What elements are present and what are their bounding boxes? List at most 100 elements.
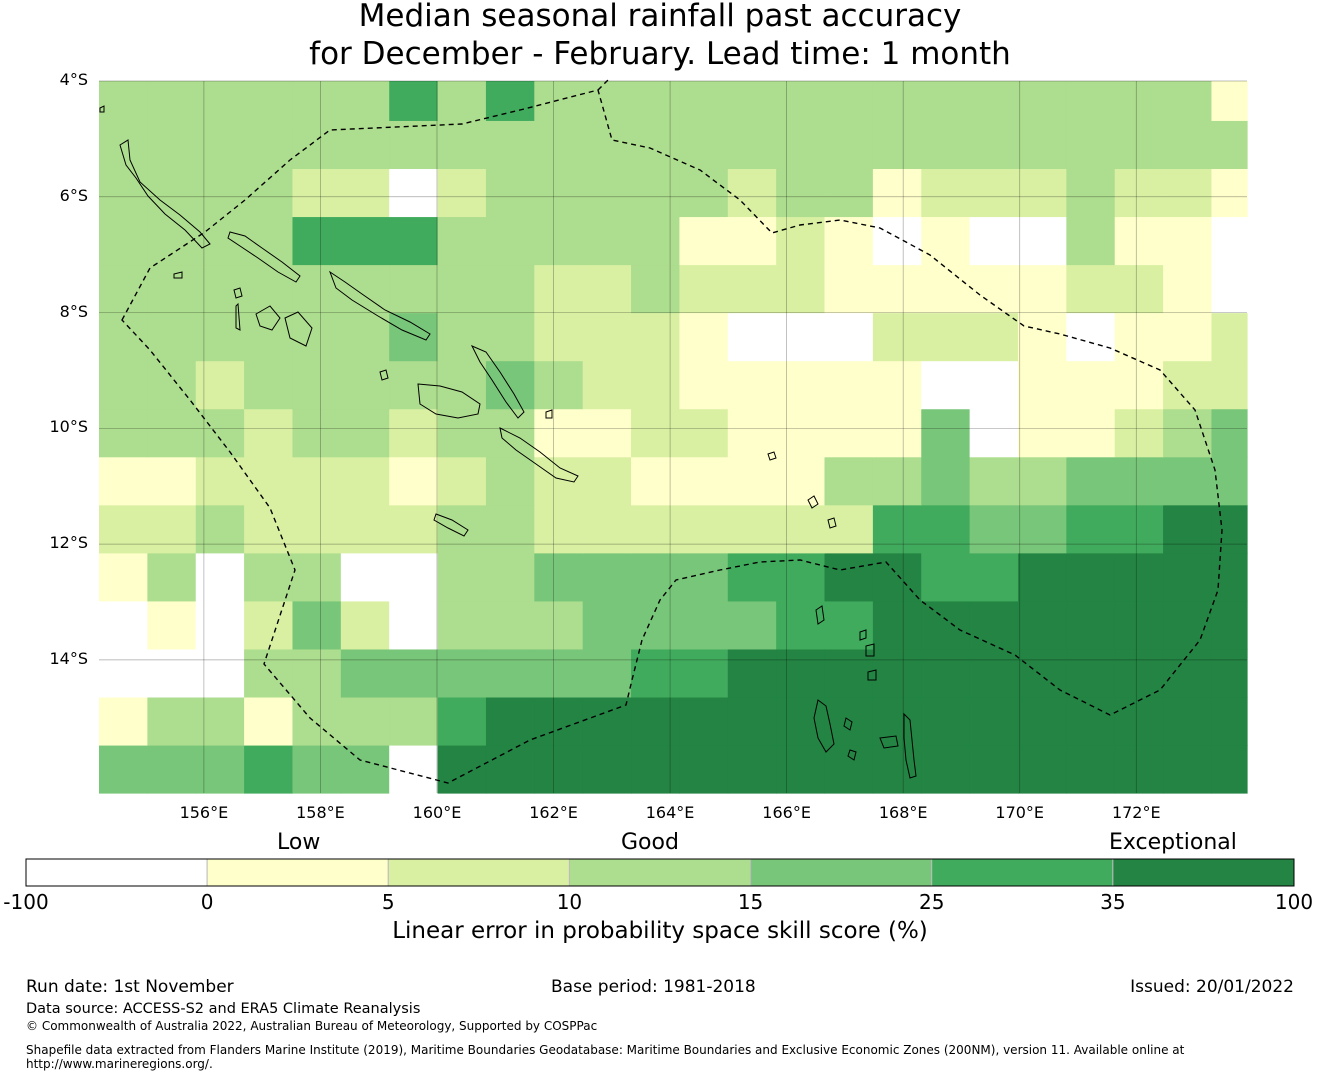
skill-cell (99, 744, 148, 794)
skill-cell (776, 648, 826, 698)
vanuatu-central-islands (843, 712, 917, 779)
skill-cell (389, 552, 439, 602)
category-label-exceptional: Exceptional (1109, 830, 1237, 855)
skill-cell (147, 216, 197, 266)
colorbar-segment (387, 858, 570, 887)
skill-cell (534, 744, 584, 794)
skill-cell (99, 504, 148, 554)
skill-cell (147, 264, 197, 314)
skill-cell (99, 552, 148, 602)
skill-cell (340, 264, 390, 314)
skill-cell (340, 744, 390, 794)
skill-cell (99, 120, 148, 170)
skill-cell (99, 360, 148, 410)
skill-cell (1163, 552, 1213, 602)
skill-cell (195, 456, 245, 506)
colorbar-segment (568, 858, 752, 887)
skill-cell (679, 696, 729, 746)
skill-cell (727, 264, 777, 314)
skill-cell (872, 360, 922, 410)
skill-cell (679, 648, 729, 698)
skill-cell (389, 648, 439, 698)
skill-cell (776, 312, 826, 362)
skill-cell (1066, 168, 1116, 218)
skill-cell (631, 408, 681, 458)
longitude-label: 162°E (529, 803, 578, 822)
skill-cell (679, 120, 729, 170)
rennell-island (433, 513, 469, 537)
skill-cell (1114, 264, 1164, 314)
skill-cell (582, 696, 632, 746)
skill-cell (776, 120, 826, 170)
skill-cell (340, 81, 390, 121)
skill-cell (534, 600, 584, 650)
skill-cell (147, 648, 197, 698)
skill-cell (1114, 216, 1164, 266)
skill-cell (727, 744, 777, 794)
skill-cell (292, 216, 342, 266)
skill-cell (437, 312, 487, 362)
skill-cell (631, 120, 681, 170)
skill-cell (1017, 696, 1067, 746)
skill-cell (534, 696, 584, 746)
skill-cell (244, 696, 294, 746)
skill-cell (1163, 264, 1213, 314)
skill-cell (534, 504, 584, 554)
skill-cell (679, 408, 729, 458)
skill-cell (437, 216, 487, 266)
skill-cell (872, 312, 922, 362)
new-georgia-island (255, 305, 313, 347)
skill-cell (921, 648, 971, 698)
skill-cell (872, 168, 922, 218)
skill-cell (1017, 552, 1067, 602)
skill-cell (534, 648, 584, 698)
makira-island (499, 427, 579, 483)
skill-cell (727, 648, 777, 698)
skill-cell (99, 81, 148, 121)
skill-cell (195, 81, 245, 121)
skill-cell (1163, 648, 1213, 698)
skill-cell (1211, 648, 1248, 698)
skill-cell (389, 120, 439, 170)
skill-cell (1114, 744, 1164, 794)
skill-cell (727, 552, 777, 602)
skill-cell (1211, 600, 1248, 650)
colorbar-segment (25, 858, 208, 887)
skill-cell (485, 312, 535, 362)
skill-cell (244, 600, 294, 650)
skill-cell (824, 312, 874, 362)
skill-cell (872, 216, 922, 266)
skill-cell (534, 120, 584, 170)
colorbar-segment (931, 858, 1114, 887)
skill-cell (727, 168, 777, 218)
skill-cell (969, 408, 1019, 458)
skill-cell (1163, 408, 1213, 458)
skill-cell (969, 312, 1019, 362)
skill-cell (389, 696, 439, 746)
latitude-label: 12°S (49, 533, 88, 553)
skill-cell (244, 312, 294, 362)
skill-cell (1114, 600, 1164, 650)
skill-cell (292, 264, 342, 314)
skill-cell (631, 696, 681, 746)
colorbar-tick-label: 100 (1274, 890, 1314, 914)
skill-cell (99, 456, 148, 506)
skill-cell (582, 504, 632, 554)
colorbar-segment (206, 858, 389, 887)
skill-cell (1066, 81, 1116, 121)
skill-cell (679, 456, 729, 506)
base-period: Base period: 1981-2018 (551, 977, 756, 997)
skill-cell (969, 504, 1019, 554)
skill-cell (534, 312, 584, 362)
skill-cell (582, 216, 632, 266)
skill-cell (147, 408, 197, 458)
skill-cell (1066, 408, 1116, 458)
skill-cell (147, 552, 197, 602)
skill-cell (1211, 168, 1248, 218)
skill-cell (921, 696, 971, 746)
latitude-label: 6°S (59, 185, 88, 205)
skill-cell (292, 312, 342, 362)
skill-cell (437, 264, 487, 314)
skill-cell (1066, 312, 1116, 362)
